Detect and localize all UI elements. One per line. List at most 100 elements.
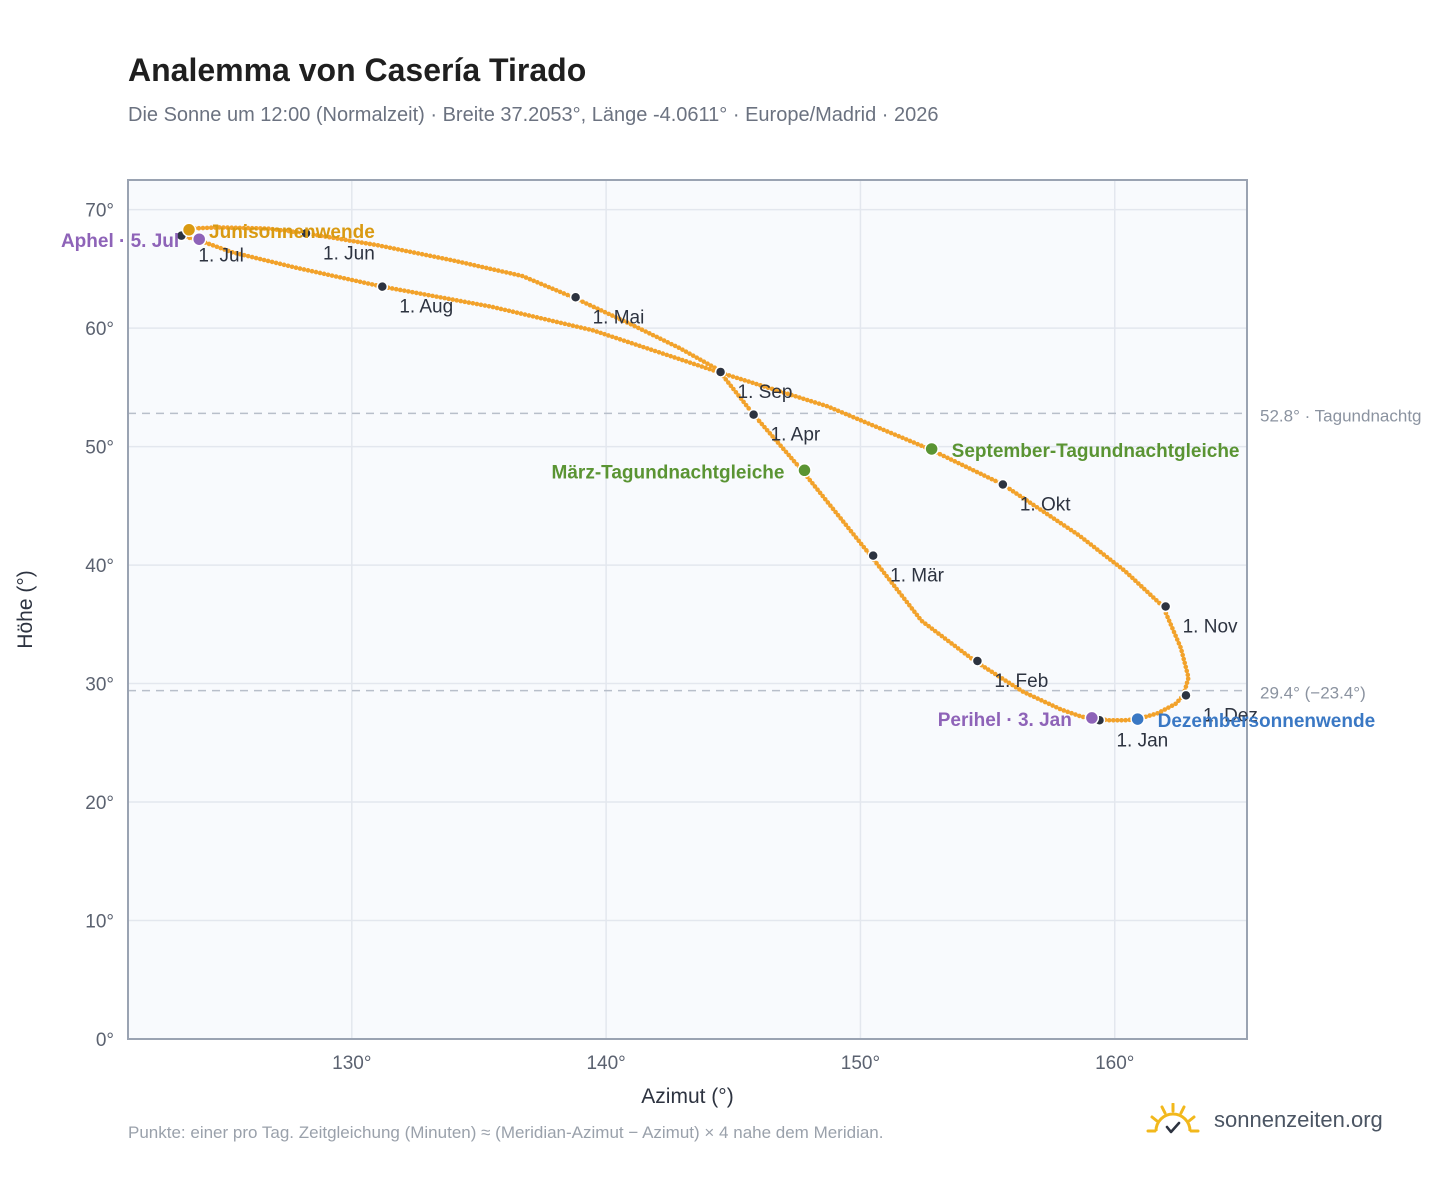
day-point bbox=[743, 402, 749, 408]
day-point bbox=[891, 583, 897, 589]
day-point bbox=[613, 315, 619, 320]
day-point bbox=[1185, 672, 1191, 678]
day-point bbox=[418, 291, 423, 296]
day-point bbox=[1180, 652, 1185, 658]
day-point bbox=[546, 317, 552, 323]
day-point bbox=[1120, 567, 1126, 572]
day-point bbox=[229, 225, 234, 230]
day-point bbox=[1115, 717, 1120, 723]
day-point bbox=[574, 324, 580, 329]
day-point bbox=[565, 292, 570, 298]
day-point bbox=[765, 385, 771, 391]
day-point bbox=[598, 330, 603, 336]
day-point bbox=[982, 665, 988, 670]
month-label: 1. Jul bbox=[198, 246, 243, 267]
day-point bbox=[1185, 676, 1191, 682]
reference-line-label: 29.4° (−23.4°) bbox=[1260, 684, 1366, 703]
day-point bbox=[907, 602, 912, 608]
day-point bbox=[858, 541, 864, 547]
day-point bbox=[225, 225, 230, 230]
day-point bbox=[1010, 489, 1016, 494]
day-point bbox=[846, 525, 851, 531]
day-point bbox=[1010, 682, 1015, 688]
day-point bbox=[218, 245, 223, 251]
month-marker bbox=[569, 291, 582, 304]
day-point bbox=[699, 364, 705, 369]
day-point bbox=[967, 466, 972, 471]
day-point bbox=[687, 351, 692, 356]
day-point bbox=[253, 255, 259, 261]
day-point bbox=[738, 376, 744, 382]
day-point bbox=[496, 268, 501, 273]
day-point bbox=[904, 599, 910, 605]
day-point bbox=[1020, 689, 1026, 694]
day-point bbox=[498, 306, 504, 312]
day-point bbox=[249, 225, 255, 231]
day-point bbox=[794, 462, 800, 467]
day-point bbox=[946, 638, 951, 644]
month-marker bbox=[867, 549, 879, 562]
day-point bbox=[196, 225, 202, 231]
day-point bbox=[446, 296, 451, 302]
day-point bbox=[293, 265, 299, 271]
y-tick-label: 20° bbox=[85, 793, 114, 814]
day-point bbox=[695, 362, 701, 368]
day-point bbox=[454, 298, 460, 303]
day-point bbox=[672, 355, 677, 360]
day-point bbox=[624, 320, 630, 325]
day-point bbox=[789, 392, 794, 398]
day-point bbox=[1075, 532, 1081, 537]
day-point bbox=[249, 254, 255, 260]
day-point bbox=[367, 241, 373, 247]
month-label: 1. Mai bbox=[593, 307, 645, 328]
day-point bbox=[285, 263, 291, 269]
day-point bbox=[351, 238, 356, 244]
day-point bbox=[1183, 664, 1189, 670]
day-point bbox=[1127, 572, 1132, 578]
day-point bbox=[738, 396, 744, 401]
day-point bbox=[680, 347, 685, 352]
y-tick-label: 30° bbox=[85, 675, 114, 696]
event-label: Dezembersonnenwende bbox=[1158, 711, 1376, 732]
day-point bbox=[962, 651, 967, 656]
day-point bbox=[290, 229, 296, 234]
day-point bbox=[411, 250, 417, 255]
day-point bbox=[566, 322, 572, 328]
day-point bbox=[1168, 622, 1174, 627]
day-point bbox=[676, 345, 682, 351]
day-point bbox=[265, 258, 271, 264]
day-point bbox=[610, 313, 615, 318]
day-point bbox=[985, 667, 991, 672]
day-point bbox=[443, 256, 449, 262]
day-point bbox=[1091, 544, 1097, 550]
day-point bbox=[1082, 537, 1087, 542]
day-point bbox=[654, 334, 660, 340]
day-point bbox=[1148, 592, 1153, 597]
brand[interactable]: sonnenzeiten.org bbox=[1146, 1103, 1383, 1137]
day-point bbox=[349, 277, 355, 283]
day-point bbox=[212, 225, 218, 230]
day-point bbox=[274, 227, 279, 232]
day-point bbox=[419, 251, 425, 257]
day-point bbox=[777, 389, 783, 394]
day-point bbox=[590, 328, 596, 333]
day-point bbox=[781, 446, 786, 452]
day-point bbox=[1136, 581, 1141, 586]
day-point bbox=[942, 636, 948, 641]
day-point bbox=[325, 272, 331, 278]
day-point bbox=[633, 342, 638, 347]
day-point bbox=[214, 244, 220, 250]
day-point bbox=[426, 292, 431, 298]
day-point bbox=[1142, 586, 1147, 592]
day-point bbox=[772, 437, 778, 442]
chart-title: Analemma von Casería Tirado bbox=[128, 52, 587, 88]
event-marker bbox=[797, 463, 812, 478]
month-label: 1. Apr bbox=[771, 425, 821, 446]
month-label: 1. Mär bbox=[890, 566, 945, 587]
day-point bbox=[282, 228, 288, 233]
day-point bbox=[1178, 644, 1183, 650]
day-point bbox=[1044, 511, 1050, 517]
day-point bbox=[1166, 705, 1171, 710]
day-point bbox=[269, 259, 275, 265]
